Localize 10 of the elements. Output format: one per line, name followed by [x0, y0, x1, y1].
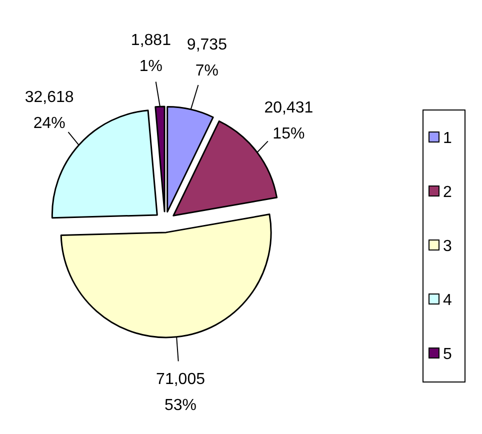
legend-label: 1: [443, 130, 452, 147]
data-label: 9,735 7%: [186, 36, 228, 80]
data-label: 71,005 53%: [156, 371, 206, 414]
data-label: 32,618 24%: [24, 88, 74, 132]
legend-label: 4: [443, 292, 452, 309]
legend-label: 3: [443, 238, 452, 255]
legend-label: 5: [443, 346, 452, 363]
data-label: 1,881 1%: [130, 32, 172, 76]
legend-label: 2: [443, 184, 452, 201]
data-label: 20,431 15%: [264, 100, 314, 143]
